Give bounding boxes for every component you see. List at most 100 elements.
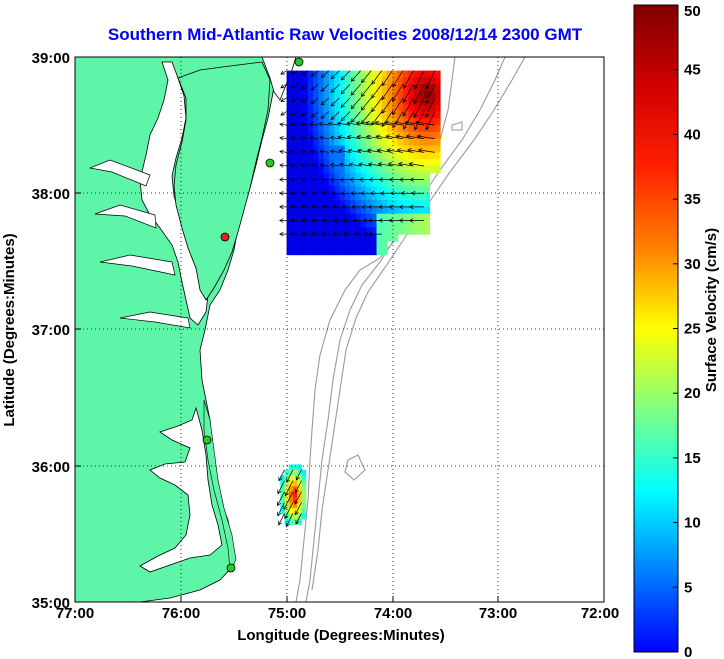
velocity-cell [402, 104, 409, 113]
velocity-arrow [300, 83, 308, 90]
velocity-cell [360, 166, 367, 174]
velocity-cell [323, 97, 330, 106]
x-axis-labels: 77:00 76:00 75:00 74:00 73:00 72:00 [56, 605, 619, 622]
velocity-cell [365, 193, 372, 201]
velocity-cell [418, 186, 425, 194]
velocity-cell [334, 186, 341, 194]
velocity-arrow [353, 231, 361, 237]
velocity-cell [344, 104, 351, 113]
velocity-cell [307, 193, 314, 201]
velocity-cell [307, 213, 314, 222]
velocity-cell [355, 213, 362, 222]
velocity-cell [350, 70, 356, 79]
velocity-cell [371, 234, 378, 242]
velocity-cell [424, 172, 431, 181]
velocity-cell [402, 227, 409, 235]
velocity-cell [323, 70, 330, 79]
velocity-cell [339, 247, 346, 256]
velocity-cell [297, 104, 304, 113]
velocity-cell [355, 227, 362, 235]
velocity-cell [302, 213, 309, 222]
velocity-cell [381, 70, 388, 79]
velocity-arrow [402, 84, 414, 104]
velocity-cell [392, 234, 399, 242]
velocity-cell [302, 77, 309, 85]
velocity-cell [350, 145, 356, 153]
velocity-cell [418, 138, 425, 147]
velocity-cell [291, 118, 298, 126]
velocity-cell [297, 152, 304, 160]
velocity-arrow [340, 84, 351, 95]
velocity-cell [408, 91, 415, 99]
velocity-cell [313, 118, 319, 126]
velocity-cell [286, 125, 293, 133]
velocity-cell [381, 111, 388, 119]
velocity-cell [408, 186, 415, 194]
velocity-cell [365, 138, 372, 147]
velocity-cell [339, 91, 346, 99]
velocity-arrow [309, 149, 319, 154]
y-tick-label: 36:00 [32, 459, 70, 476]
velocity-cell [286, 179, 293, 188]
velocity-cell [371, 159, 378, 167]
velocity-arrow [339, 177, 351, 182]
velocity-cell [291, 213, 298, 222]
velocity-cell [313, 172, 319, 181]
velocity-cell [418, 227, 425, 235]
velocity-arrow [350, 97, 361, 110]
velocity-cell [323, 104, 330, 113]
velocity-cell [344, 138, 351, 147]
velocity-cell [376, 234, 383, 242]
velocity-cell [355, 220, 362, 228]
isobath-3 [311, 57, 526, 591]
colorbar-ticks: 0 5 10 15 20 25 30 35 40 45 50 [673, 3, 701, 659]
velocity-cell [392, 159, 399, 167]
velocity-cell [371, 172, 378, 181]
velocity-cell [402, 70, 409, 79]
velocity-cell [292, 480, 298, 487]
velocity-arrow [279, 231, 287, 237]
velocity-cell [297, 91, 304, 99]
velocity-cell [292, 513, 298, 520]
velocity-cell [360, 206, 367, 215]
velocity-cell [392, 213, 399, 222]
velocity-arrow [384, 120, 404, 126]
velocity-cell [334, 193, 341, 201]
velocity-cell [313, 91, 319, 99]
velocity-cell [339, 138, 346, 147]
velocity-cell [323, 240, 330, 249]
velocity-cell [376, 240, 383, 249]
velocity-cell [365, 77, 372, 85]
velocity-cell [392, 111, 399, 119]
velocity-cell [434, 84, 441, 92]
velocity-cell [339, 97, 346, 106]
velocity-cell [408, 227, 415, 235]
velocity-cell [365, 206, 372, 215]
velocity-cell [434, 91, 441, 99]
velocity-cell [313, 159, 319, 167]
velocity-arrow [310, 97, 319, 105]
velocity-cell [418, 200, 425, 208]
velocity-cell [302, 179, 309, 188]
velocity-cell [402, 152, 409, 160]
velocity-cell [381, 159, 388, 167]
velocity-cell [381, 179, 388, 188]
velocity-cell [360, 186, 367, 194]
velocity-cell [297, 111, 304, 119]
velocity-arrow [310, 70, 319, 77]
velocity-cell [334, 104, 341, 113]
velocity-cell [350, 166, 356, 174]
velocity-arrow [371, 70, 383, 85]
velocity-cell [365, 186, 372, 194]
velocity-cell [429, 152, 436, 160]
velocity-cell [307, 111, 314, 119]
velocity-cell [408, 172, 415, 181]
velocity-cell [424, 227, 431, 235]
isobath-2 [305, 57, 506, 602]
velocity-cell [371, 131, 378, 140]
velocity-arrow [289, 149, 298, 155]
velocity-cell [360, 193, 367, 201]
velocity-arrow [291, 111, 298, 116]
velocity-cell [350, 159, 356, 167]
velocity-cell [355, 131, 362, 140]
